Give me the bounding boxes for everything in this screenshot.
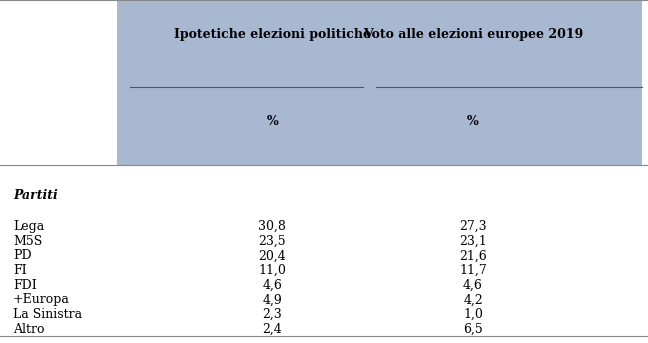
Text: 2,4: 2,4	[262, 323, 282, 336]
Text: 4,9: 4,9	[262, 293, 282, 306]
FancyBboxPatch shape	[117, 0, 642, 165]
Text: Partiti: Partiti	[13, 189, 58, 202]
Text: 20,4: 20,4	[259, 249, 286, 262]
Text: 30,8: 30,8	[258, 220, 286, 233]
Text: FI: FI	[13, 264, 27, 277]
Text: 4,2: 4,2	[463, 293, 483, 306]
Text: M5S: M5S	[13, 235, 42, 248]
Text: 23,1: 23,1	[459, 235, 487, 248]
Text: Voto alle elezioni europee 2019: Voto alle elezioni europee 2019	[363, 28, 583, 41]
Text: 21,6: 21,6	[459, 249, 487, 262]
Text: 4,6: 4,6	[262, 279, 282, 292]
Text: 11,7: 11,7	[459, 264, 487, 277]
Text: 11,0: 11,0	[258, 264, 286, 277]
Text: PD: PD	[13, 249, 32, 262]
Text: 4,6: 4,6	[463, 279, 483, 292]
Text: Altro: Altro	[13, 323, 45, 336]
Text: %: %	[467, 115, 479, 128]
Text: 1,0: 1,0	[463, 308, 483, 321]
Text: Lega: Lega	[13, 220, 44, 233]
Text: %: %	[266, 115, 278, 128]
Text: 6,5: 6,5	[463, 323, 483, 336]
Text: +Europa: +Europa	[13, 293, 70, 306]
Text: 27,3: 27,3	[459, 220, 487, 233]
Text: 2,3: 2,3	[262, 308, 282, 321]
Text: Ipotetiche elezioni politiche: Ipotetiche elezioni politiche	[174, 28, 371, 41]
Text: FDI: FDI	[13, 279, 37, 292]
Text: La Sinistra: La Sinistra	[13, 308, 82, 321]
Text: 23,5: 23,5	[259, 235, 286, 248]
